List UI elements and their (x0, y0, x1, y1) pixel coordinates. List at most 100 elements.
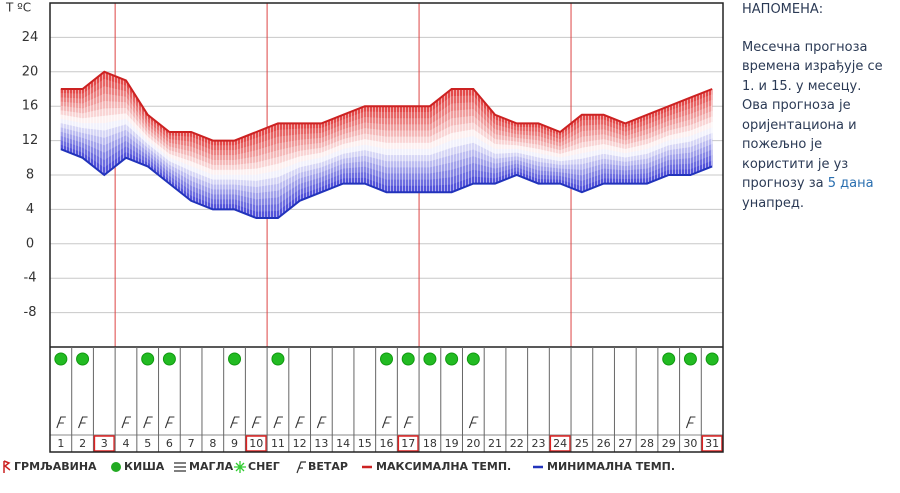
temp-line (60, 70, 713, 142)
day-label: 17 (401, 437, 415, 450)
day-label: 15 (358, 437, 372, 450)
day-label: 4 (122, 437, 129, 450)
wind-icon (78, 416, 88, 429)
day-label: 22 (510, 437, 524, 450)
note-line: прогнозу за 5 дана (742, 174, 900, 194)
thunder-icon (3, 460, 11, 473)
chart: T ºC 1 2 3 4 5 6 7 8 9 10 11 12 13 14 15 16 17 18 19 20 21 22… (3, 1, 724, 474)
y-tick-label: 16 (22, 99, 39, 114)
wind-icon (230, 416, 240, 429)
day-highlight (549, 435, 571, 452)
day-highlight (701, 435, 723, 452)
note-line: пожељно је (742, 137, 823, 152)
day-label: 27 (618, 437, 632, 450)
day-label: 20 (466, 437, 480, 450)
rain-icon (141, 352, 155, 366)
wind-icon (403, 416, 414, 429)
rain-icon (76, 352, 90, 366)
note-line: користити је уз (742, 156, 849, 172)
note-line: Ова прогноза је (742, 98, 851, 113)
note-line: унапред. (742, 195, 805, 211)
day-highlight (397, 435, 419, 452)
note-line: времена израђује се (742, 59, 883, 74)
day-label: 25 (575, 437, 589, 450)
day-label: 31 (705, 437, 719, 450)
legend-label: СНЕГ (248, 460, 280, 473)
y-tick-label: 20 (22, 64, 39, 79)
wind-icon (468, 416, 479, 429)
chart-border (49, 2, 724, 453)
y-tick-label: -8 (24, 305, 37, 320)
day-label: 16 (380, 437, 394, 450)
wind-icon (56, 416, 66, 429)
rain-icon (111, 462, 121, 472)
day-label: 24 (553, 437, 567, 450)
day-label: 6 (166, 437, 173, 450)
day-label: 30 (683, 437, 697, 450)
legend-label: ГРМЉАВИНА (14, 460, 97, 473)
rain-icon (423, 352, 437, 366)
day-label: 26 (597, 437, 611, 450)
note-text: Месечна прогноза времена израђује се 1. и … (742, 38, 900, 175)
day-highlight (93, 435, 115, 452)
day-label: 19 (445, 437, 459, 450)
rain-icon (705, 352, 719, 366)
y-tick-label: 4 (26, 202, 34, 217)
day-label: 8 (209, 437, 216, 450)
rain-icon (54, 352, 68, 366)
rain-icon (662, 352, 676, 366)
wind-icon (296, 461, 306, 474)
rain-icon (380, 352, 393, 366)
day-label: 28 (640, 437, 654, 450)
day-label: 14 (336, 437, 350, 450)
rain-icon (228, 352, 242, 366)
rain-icon (401, 352, 415, 366)
note-link[interactable]: 5 дана (827, 176, 874, 191)
legend-label: КИША (124, 460, 165, 473)
day-label: 7 (188, 437, 195, 450)
day-label: 2 (79, 437, 86, 450)
day-label: 11 (271, 437, 285, 450)
wind-icon (143, 416, 153, 429)
y-tick-label: 8 (26, 168, 34, 183)
day-label: 29 (662, 437, 676, 450)
legend-label: МАКСИМАЛНА ТЕМП. (376, 460, 511, 473)
y-tick-label: 12 (22, 133, 39, 148)
y-tick-label: 24 (22, 30, 39, 45)
y-axis-label: T ºC (5, 1, 31, 15)
day-highlight (245, 435, 267, 452)
day-label: 3 (101, 437, 108, 450)
wind-icon (273, 416, 283, 429)
rain-icon (271, 352, 285, 366)
note-line: Месечна прогноза (742, 39, 868, 55)
snow-icon (234, 461, 246, 473)
legend-label: МИНИМАЛНА ТЕМП. (547, 460, 675, 473)
note-text: прогнозу за (742, 176, 824, 191)
wind-icon (121, 416, 131, 429)
fog-icon (174, 462, 186, 472)
note-line: оријентациона и (742, 117, 857, 133)
day-label: 21 (488, 437, 502, 450)
rain-icon (683, 352, 697, 366)
legend-label: ВЕТАР (308, 460, 348, 473)
y-tick-label: 0 (26, 236, 34, 251)
wind-icon (295, 416, 305, 429)
day-label: 18 (423, 437, 437, 450)
day-label: 10 (249, 437, 263, 450)
wind-icon (164, 416, 175, 429)
day-label: 5 (144, 437, 151, 450)
plot: 1 2 3 4 5 6 7 8 9 10 11 12 13 14 15 16 17 18 19 20 21 22 23 24 2… (49, 2, 724, 453)
rain-icon (445, 352, 459, 366)
note: НАПОМЕНА: Месечна прогноза времена израђу… (742, 0, 900, 213)
legend-label: МАГЛА (189, 460, 234, 473)
note-title: НАПОМЕНА: (742, 2, 824, 17)
wind-icon (685, 416, 696, 429)
day-label: 9 (231, 437, 238, 450)
rain-icon (162, 352, 176, 366)
note-line: 1. и 15. у месецу. (742, 78, 862, 94)
day-label: 1 (57, 437, 64, 450)
range-hatch (60, 71, 713, 218)
rain-icon (466, 352, 480, 366)
y-tick-label: -4 (24, 271, 37, 286)
